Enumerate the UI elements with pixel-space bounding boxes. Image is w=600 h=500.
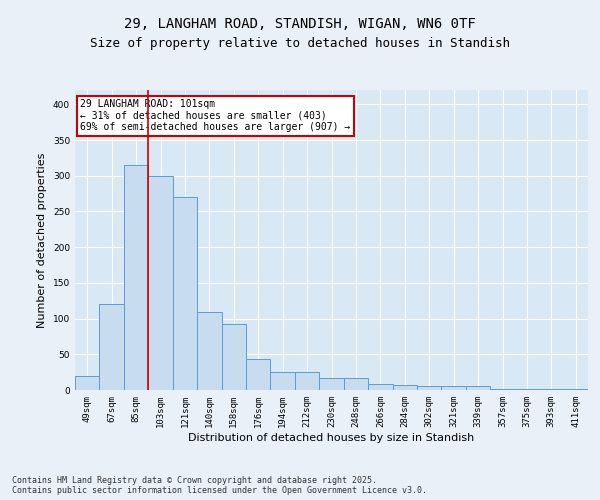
Y-axis label: Number of detached properties: Number of detached properties xyxy=(37,152,47,328)
Bar xyxy=(295,372,319,390)
Bar xyxy=(124,165,148,390)
Bar xyxy=(197,312,221,390)
Bar xyxy=(563,388,588,390)
Bar xyxy=(148,176,173,390)
Bar xyxy=(173,197,197,390)
Bar xyxy=(515,388,539,390)
Bar xyxy=(368,384,392,390)
X-axis label: Distribution of detached houses by size in Standish: Distribution of detached houses by size … xyxy=(188,432,475,442)
Bar xyxy=(75,376,100,390)
Bar xyxy=(319,378,344,390)
Bar xyxy=(344,378,368,390)
Bar xyxy=(221,324,246,390)
Text: 29, LANGHAM ROAD, STANDISH, WIGAN, WN6 0TF: 29, LANGHAM ROAD, STANDISH, WIGAN, WN6 0… xyxy=(124,18,476,32)
Bar xyxy=(442,386,466,390)
Bar xyxy=(271,372,295,390)
Bar xyxy=(539,388,563,390)
Text: 29 LANGHAM ROAD: 101sqm
← 31% of detached houses are smaller (403)
69% of semi-d: 29 LANGHAM ROAD: 101sqm ← 31% of detache… xyxy=(80,99,350,132)
Bar xyxy=(246,358,271,390)
Bar xyxy=(490,388,515,390)
Bar xyxy=(466,386,490,390)
Bar xyxy=(100,304,124,390)
Text: Size of property relative to detached houses in Standish: Size of property relative to detached ho… xyxy=(90,38,510,51)
Bar xyxy=(392,385,417,390)
Text: Contains HM Land Registry data © Crown copyright and database right 2025.
Contai: Contains HM Land Registry data © Crown c… xyxy=(12,476,427,495)
Bar xyxy=(417,386,442,390)
